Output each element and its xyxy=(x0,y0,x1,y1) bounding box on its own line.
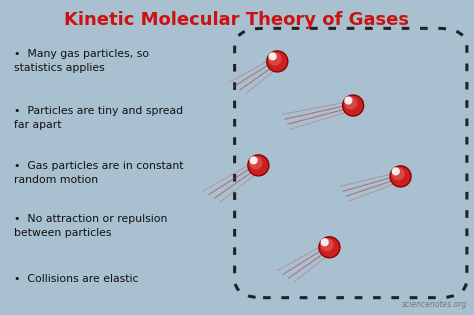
Point xyxy=(255,163,262,168)
Text: •  Gas particles are in constant
random motion: • Gas particles are in constant random m… xyxy=(14,161,184,185)
Point xyxy=(326,245,333,250)
Point xyxy=(397,174,404,179)
Point xyxy=(250,158,257,163)
Text: Kinetic Molecular Theory of Gases: Kinetic Molecular Theory of Gases xyxy=(64,11,410,29)
Point xyxy=(273,59,281,64)
Point xyxy=(347,100,355,106)
Point xyxy=(349,103,357,108)
Point xyxy=(397,174,404,179)
Point xyxy=(392,169,400,174)
Point xyxy=(326,245,333,250)
Point xyxy=(271,56,279,61)
Text: •  Many gas particles, so
statistics applies: • Many gas particles, so statistics appl… xyxy=(14,49,149,73)
Text: •  No attraction or repulsion
between particles: • No attraction or repulsion between par… xyxy=(14,214,168,238)
Point xyxy=(255,163,262,168)
Point xyxy=(349,103,357,108)
Point xyxy=(345,98,352,103)
Point xyxy=(394,171,402,176)
Point xyxy=(252,160,260,165)
Point xyxy=(321,240,328,245)
Text: sciencenotes.org: sciencenotes.org xyxy=(401,300,467,309)
Text: •  Collisions are elastic: • Collisions are elastic xyxy=(14,274,139,284)
Point xyxy=(323,242,331,247)
Point xyxy=(269,54,276,59)
Point xyxy=(273,59,281,64)
Text: •  Particles are tiny and spread
far apart: • Particles are tiny and spread far apar… xyxy=(14,106,183,129)
